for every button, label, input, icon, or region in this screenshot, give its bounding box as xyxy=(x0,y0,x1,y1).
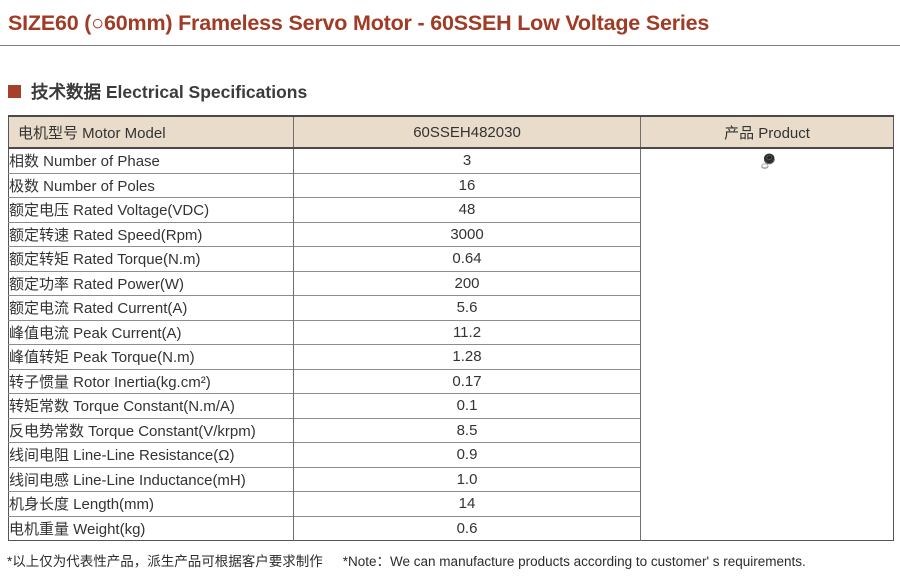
rotor-ring xyxy=(761,163,769,169)
row-label: 极数 Number of Poles xyxy=(8,172,294,198)
row-label: 额定转矩 Rated Torque(N.m) xyxy=(8,246,294,272)
row-label: 额定转速 Rated Speed(Rpm) xyxy=(8,221,294,247)
title-divider xyxy=(0,45,900,47)
row-value: 0.17 xyxy=(293,368,641,394)
electrical-specifications-table: 电机型号 Motor Model 60SSEH482030 产品 Product… xyxy=(8,115,894,542)
table-row: 额定转矩 Rated Torque(N.m) 0.64 xyxy=(8,246,894,272)
header-model-number: 60SSEH482030 xyxy=(293,115,641,150)
header-motor-model: 电机型号 Motor Model xyxy=(8,115,294,150)
row-label: 相数 Number of Phase xyxy=(8,147,294,174)
header-product: 产品 Product xyxy=(640,115,894,150)
row-value: 0.64 xyxy=(293,246,641,272)
row-label: 反电势常数 Torque Constant(V/krpm) xyxy=(8,417,294,443)
footer-note: *以上仅为代表性产品，派生产品可根据客户要求制作 *Note：We can ma… xyxy=(7,550,900,570)
row-value: 11.2 xyxy=(293,319,641,345)
table-row: 转子惯量 Rotor Inertia(kg.cm²) 0.17 xyxy=(8,368,894,394)
table-row: 电机重量 Weight(kg) 0.6 xyxy=(8,515,894,541)
table-row: 线间电阻 Line-Line Resistance(Ω) 0.9 xyxy=(8,442,894,468)
row-value: 1.28 xyxy=(293,344,641,370)
row-label: 转矩常数 Torque Constant(N.m/A) xyxy=(8,393,294,419)
table-row: 峰值电流 Peak Current(A) 11.2 xyxy=(8,319,894,345)
row-label: 额定电流 Rated Current(A) xyxy=(8,295,294,321)
table-row: 反电势常数 Torque Constant(V/krpm) 8.5 xyxy=(8,417,894,443)
row-value: 0.6 xyxy=(293,515,641,541)
table-row: 转矩常数 Torque Constant(N.m/A) 0.1 xyxy=(8,393,894,419)
section-title: 技术数据 Electrical Specifications xyxy=(31,82,308,103)
table-row: 额定转速 Rated Speed(Rpm) 3000 xyxy=(8,221,894,247)
table-row: 相数 Number of Phase 3 xyxy=(8,147,894,541)
row-value: 14 xyxy=(293,491,641,517)
row-label: 额定电压 Rated Voltage(VDC) xyxy=(8,197,294,223)
page-title: SIZE60 (○60mm) Frameless Servo Motor - 6… xyxy=(8,11,710,35)
row-value: 0.9 xyxy=(293,442,641,468)
table-row: 机身长度 Length(mm) 14 xyxy=(8,491,894,517)
row-value: 1.0 xyxy=(293,466,641,492)
row-value: 0.1 xyxy=(293,393,641,419)
row-label: 额定功率 Rated Power(W) xyxy=(8,270,294,296)
section-header: 技术数据 Electrical Specifications xyxy=(8,79,900,104)
row-label: 线间电阻 Line-Line Resistance(Ω) xyxy=(8,442,294,468)
row-label: 电机重量 Weight(kg) xyxy=(8,515,294,541)
row-value: 48 xyxy=(293,197,641,223)
table-row: 额定电压 Rated Voltage(VDC) 48 xyxy=(8,197,894,223)
row-label: 峰值转矩 Peak Torque(N.m) xyxy=(8,344,294,370)
footer-note-en: *Note：We can manufacture products accord… xyxy=(342,554,806,570)
table-row: 额定电流 Rated Current(A) 5.6 xyxy=(8,295,894,321)
table-row: 额定功率 Rated Power(W) 200 xyxy=(8,270,894,296)
stator-ring xyxy=(763,153,775,165)
row-value: 16 xyxy=(293,172,641,198)
product-image-cell xyxy=(640,147,894,541)
row-label: 线间电感 Line-Line Inductance(mH) xyxy=(8,466,294,492)
table-row: 极数 Number of Poles 16 xyxy=(8,172,894,198)
table-header-row: 电机型号 Motor Model 60SSEH482030 产品 Product xyxy=(8,115,894,150)
row-value: 3 xyxy=(293,147,641,174)
table-row: 峰值转矩 Peak Torque(N.m) 1.28 xyxy=(8,344,894,370)
row-value: 3000 xyxy=(293,221,641,247)
footer-note-cn: *以上仅为代表性产品，派生产品可根据客户要求制作 xyxy=(7,554,323,570)
table-row: 线间电感 Line-Line Inductance(mH) 1.0 xyxy=(8,466,894,492)
row-label: 转子惯量 Rotor Inertia(kg.cm²) xyxy=(8,368,294,394)
row-label: 机身长度 Length(mm) xyxy=(8,491,294,517)
row-value: 200 xyxy=(293,270,641,296)
row-value: 8.5 xyxy=(293,417,641,443)
row-label: 峰值电流 Peak Current(A) xyxy=(8,319,294,345)
row-value: 5.6 xyxy=(293,295,641,321)
product-photo xyxy=(761,153,775,169)
section-bullet-icon xyxy=(8,85,21,99)
